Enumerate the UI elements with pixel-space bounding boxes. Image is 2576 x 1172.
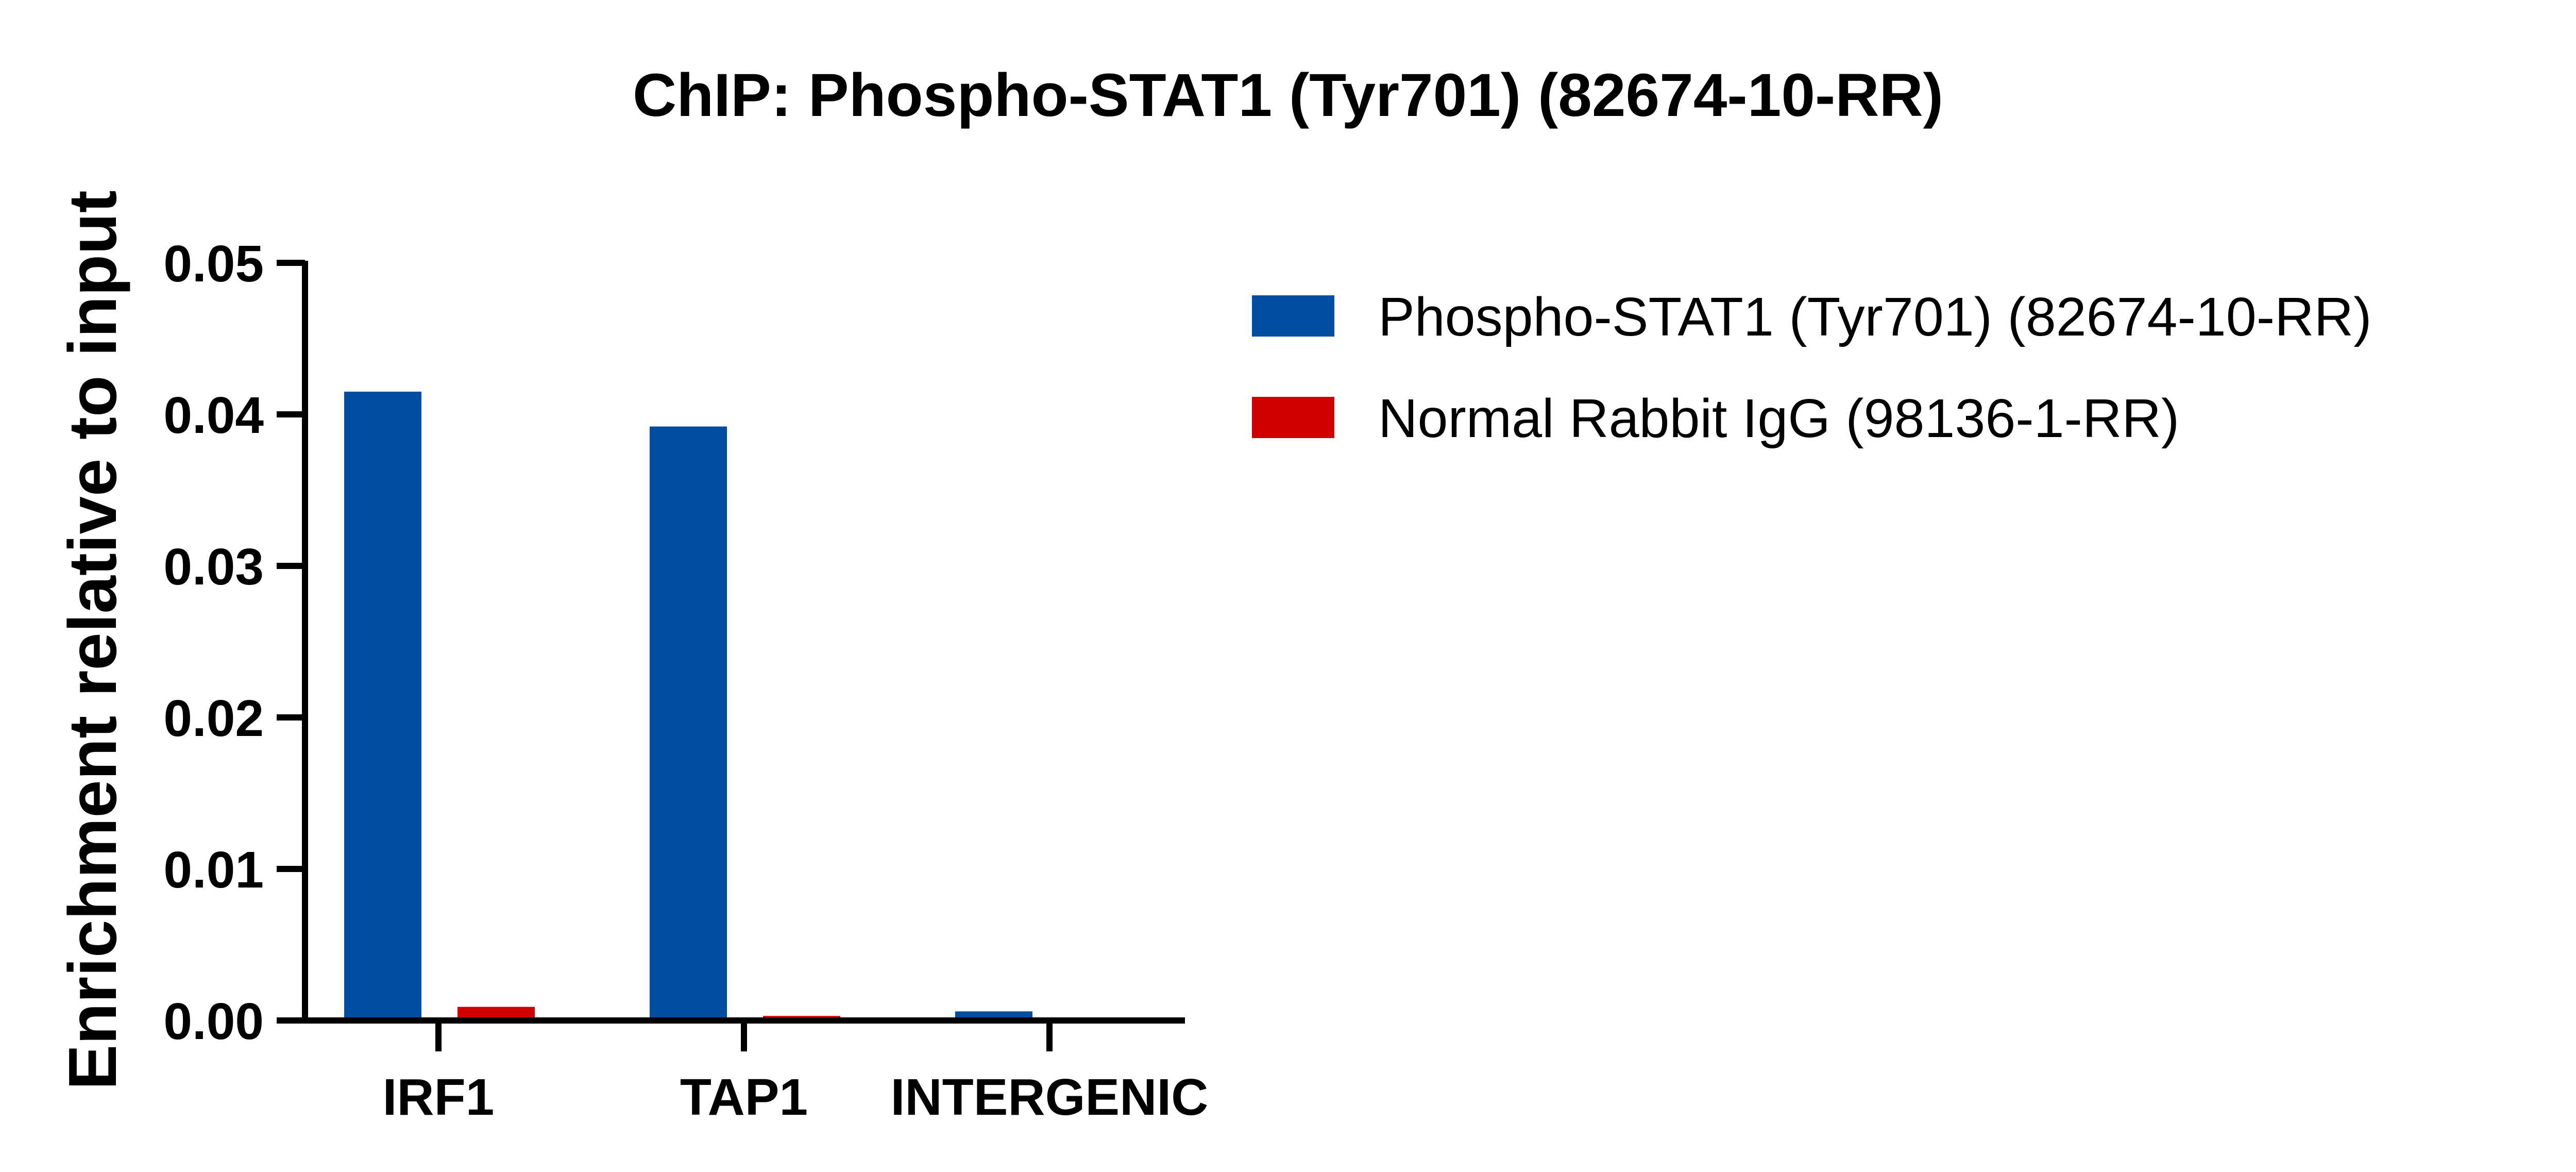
legend-label-2: Normal Rabbit IgG (98136-1-RR)	[1378, 388, 2179, 449]
y-tick-label: 0.03	[163, 538, 264, 596]
bar-irf1-series-1	[344, 391, 421, 1020]
bar-tap1-series-1	[650, 426, 727, 1020]
y-tick-label: 0.05	[163, 235, 264, 293]
legend: Phospho-STAT1 (Tyr701) (82674-10-RR) Norm…	[1252, 287, 2371, 449]
chart-title: ChIP: Phospho-STAT1 (Tyr701) (82674-10-R…	[633, 61, 1943, 129]
x-tick-label-irf1: IRF1	[383, 1068, 495, 1126]
legend-label-1: Phospho-STAT1 (Tyr701) (82674-10-RR)	[1378, 287, 2371, 347]
legend-swatch-1	[1252, 295, 1334, 337]
y-tick-label: 0.01	[163, 841, 264, 899]
y-tick-label: 0.00	[163, 993, 264, 1050]
y-tick-label: 0.02	[163, 690, 264, 747]
x-tick-label-intergenic: INTERGENIC	[891, 1068, 1209, 1126]
y-axis-label: Enrichment relative to input	[55, 190, 130, 1090]
legend-swatch-2	[1252, 397, 1334, 438]
plot-area: 0.00 0.01 0.02 0.03 0.04 0.05 IRF1 TAP1 INTERGEN…	[163, 235, 1208, 1126]
y-tick-label: 0.04	[163, 387, 264, 444]
x-tick-label-tap1: TAP1	[680, 1068, 808, 1126]
